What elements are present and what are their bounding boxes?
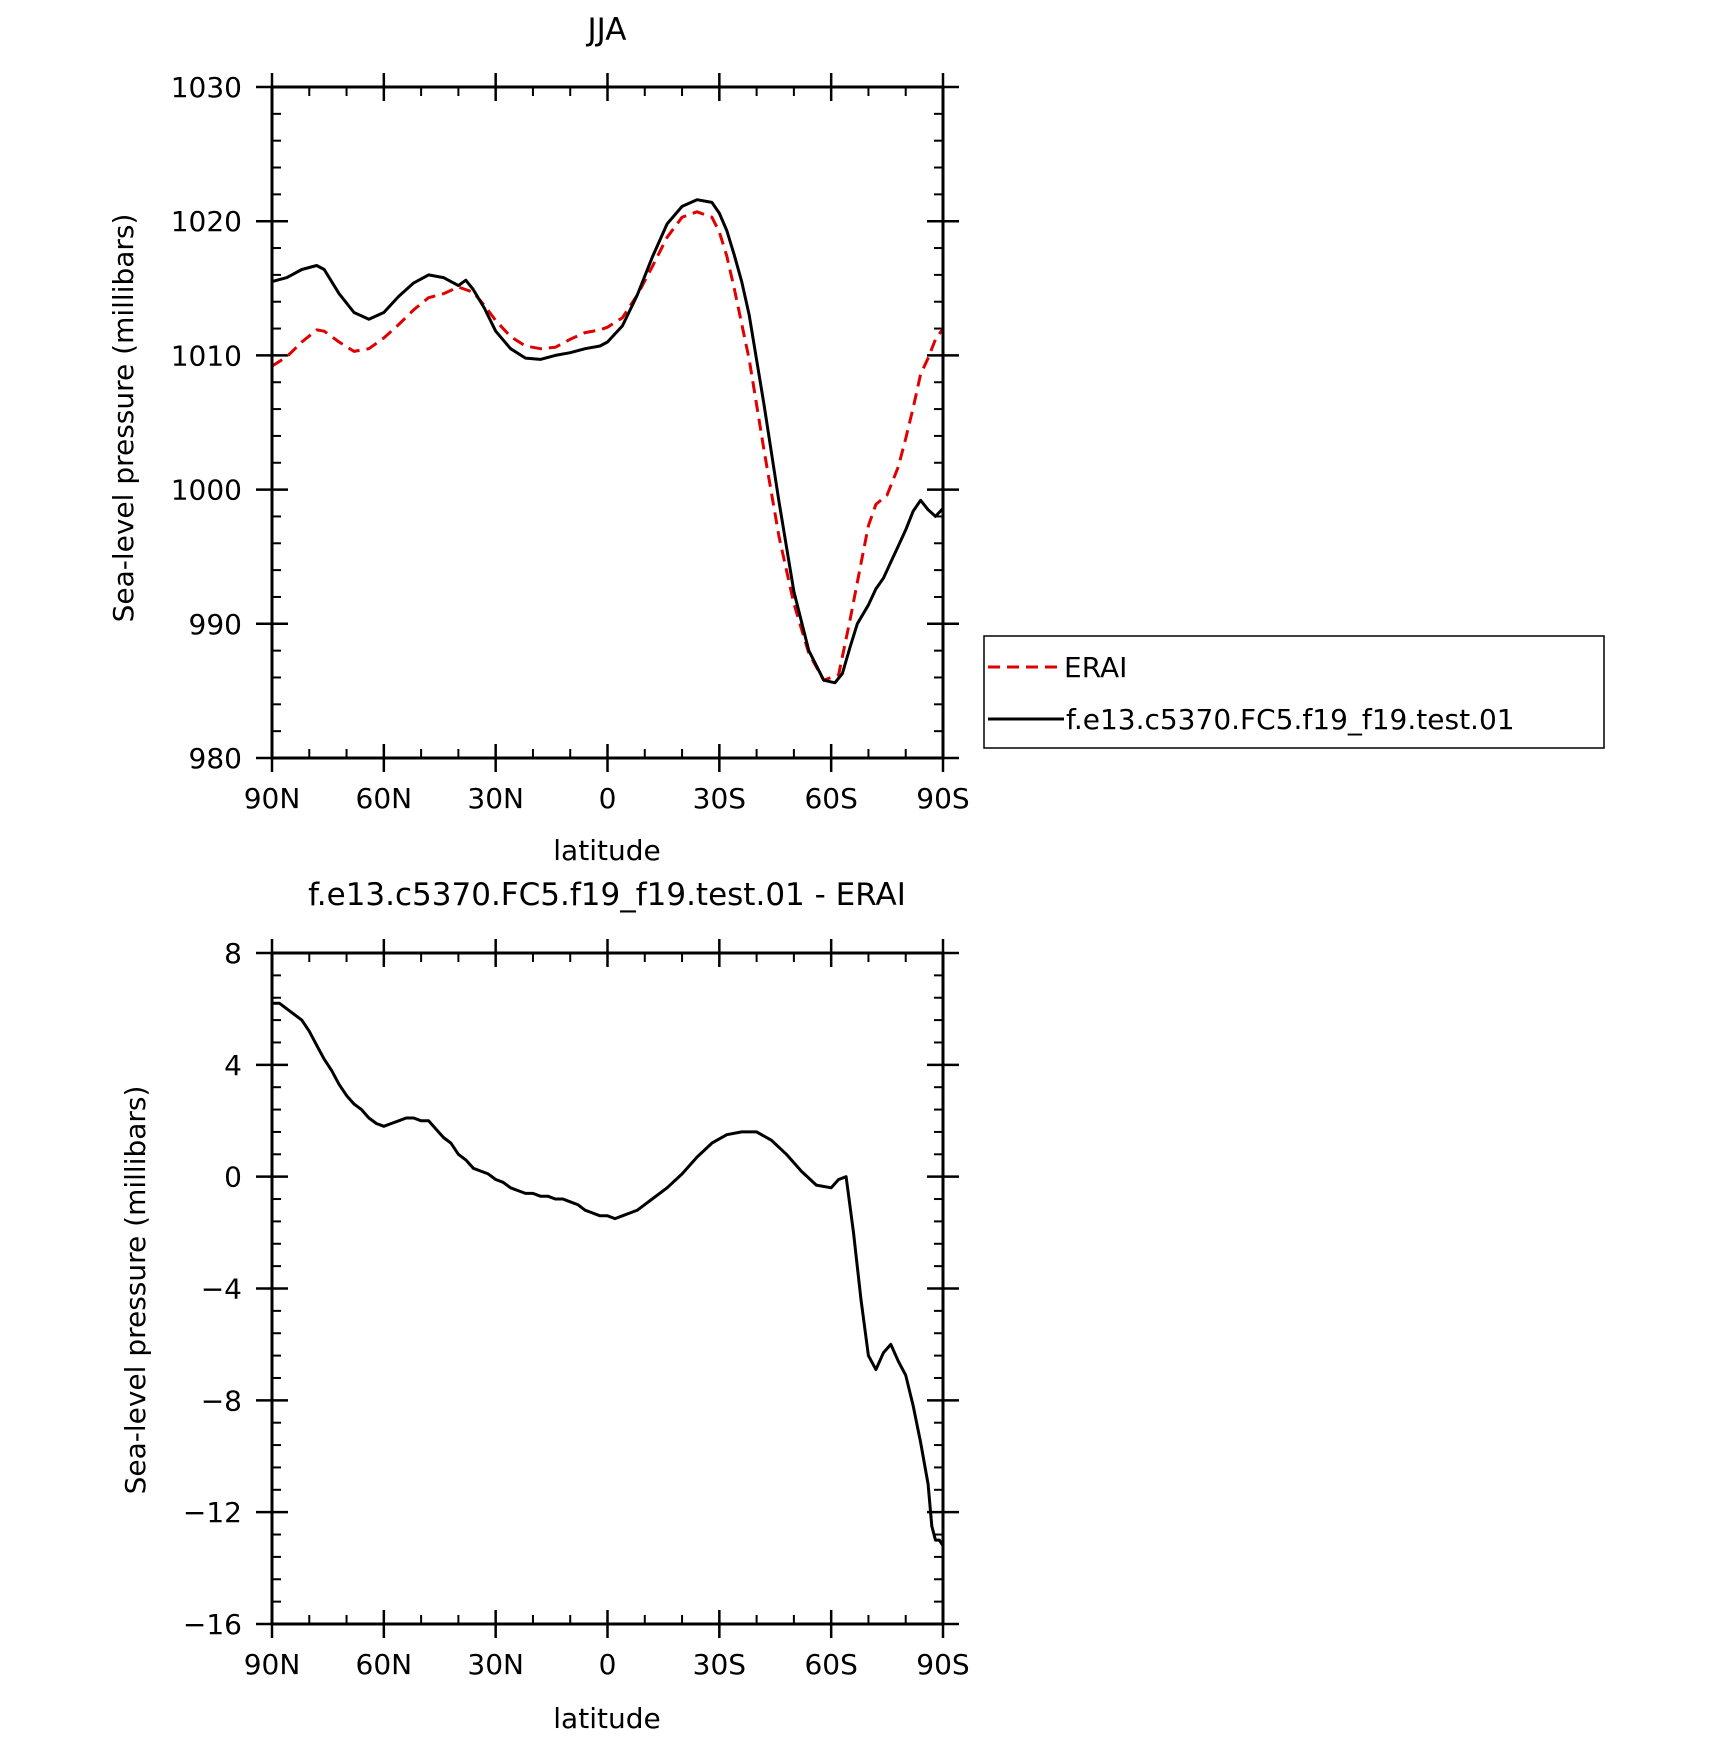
bottom-chart-y-tick-label: −4 (201, 1273, 242, 1306)
top-chart-x-tick-label: 90S (916, 782, 969, 815)
bottom-chart-x-tick-label: 60S (804, 1648, 857, 1681)
top-chart-plot-frame (270, 85, 945, 760)
top-chart-title: JJA (586, 12, 627, 48)
bottom-chart-x-axis-label: latitude (553, 1702, 660, 1735)
top-chart-x-tick-label: 30N (467, 782, 524, 815)
top-chart-y-tick-label: 980 (189, 742, 242, 775)
bottom-chart-y-tick-label: −16 (183, 1608, 242, 1641)
top-chart-x-tick-label: 0 (599, 782, 617, 815)
bottom-chart-x-tick-label: 30N (467, 1648, 524, 1681)
top-chart-y-tick-label: 990 (189, 608, 242, 641)
top-chart-panel: JJA latitude Sea-level pressure (milliba… (107, 12, 970, 867)
bottom-chart-plot-frame (270, 951, 945, 1626)
legend-erai-label: ERAI (1064, 651, 1127, 684)
bottom-chart-title: f.e13.c5370.FC5.f19_f19.test.01 - ERAI (308, 877, 906, 913)
bottom-chart-y-axis-label: Sea-level pressure (millibars) (119, 1086, 152, 1495)
bottom-chart-x-tick-label: 0 (599, 1648, 617, 1681)
top-chart-x-tick-label: 30S (693, 782, 746, 815)
top-chart-y-tick-label: 1020 (171, 205, 242, 238)
top-chart-x-tick-label: 60N (356, 782, 413, 815)
top-chart-y-tick-label: 1030 (171, 71, 242, 104)
top-chart-ticks: 90N 60N 30N 0 30S 60S 90S 980 990 1000 1010 1020 103… (171, 71, 970, 815)
bottom-chart-y-tick-label: −8 (201, 1384, 242, 1417)
top-chart-x-tick-label: 60S (804, 782, 857, 815)
top-chart-series-f-e13-c5370-fc5-f19-f19-test-01 (270, 198, 945, 685)
bottom-chart-x-tick-label: 30S (693, 1648, 746, 1681)
bottom-chart-series-line-0 (270, 1001, 945, 1548)
bottom-chart-x-tick-label: 90N (244, 1648, 301, 1681)
legend-model-label: f.e13.c5370.FC5.f19_f19.test.01 (1066, 703, 1515, 736)
bottom-chart-y-tick-label: 4 (224, 1049, 242, 1082)
top-chart-x-tick-label: 90N (244, 782, 301, 815)
top-chart-y-tick-label: 1010 (171, 339, 242, 372)
bottom-chart-panel: f.e13.c5370.FC5.f19_f19.test.01 - ERAI l… (119, 877, 970, 1735)
bottom-chart-x-tick-label: 90S (916, 1648, 969, 1681)
legend-box (983, 635, 1605, 749)
top-chart-x-axis-label: latitude (553, 834, 660, 867)
top-chart-y-axis-label: Sea-level pressure (millibars) (107, 214, 140, 623)
bottom-chart-y-tick-label: 8 (224, 937, 242, 970)
bottom-chart-ticks: 90N 60N 30N 0 30S 60S 90S −16 −12 −8 −4 0 4 8 (183, 937, 970, 1681)
top-chart-y-tick-label: 1000 (171, 474, 242, 507)
top-chart-series-erai (271, 210, 945, 682)
bottom-chart-y-tick-label: −12 (183, 1496, 242, 1529)
bottom-chart-x-tick-label: 60N (356, 1648, 413, 1681)
bottom-chart-series (270, 1001, 945, 1548)
bottom-chart-y-tick-label: 0 (224, 1161, 242, 1194)
top-chart-series (270, 198, 945, 685)
legend: ERAI f.e13.c5370.FC5.f19_f19.test.01 (983, 635, 1605, 749)
